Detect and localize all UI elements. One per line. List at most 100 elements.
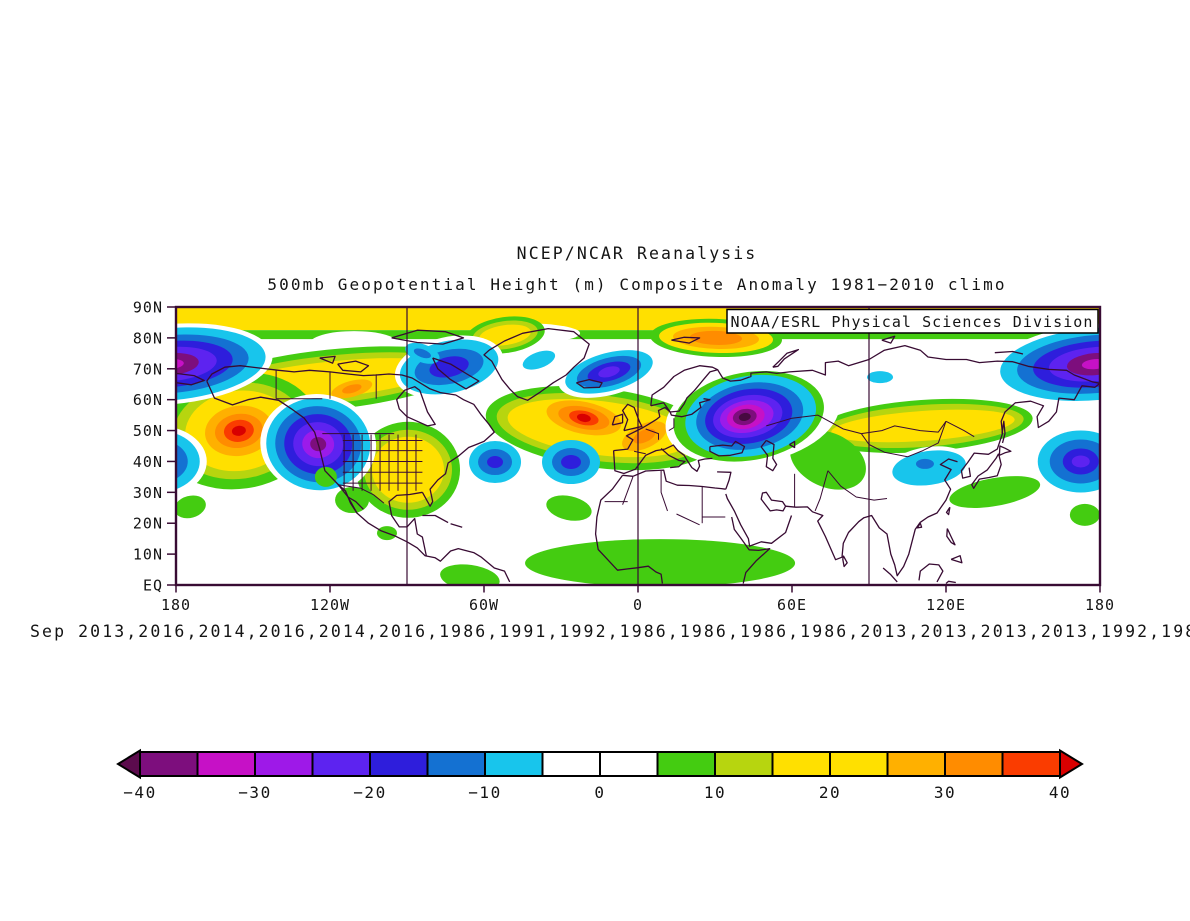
ne-atlantic-positive-core — [546, 400, 622, 436]
lon-tick-label: 120E — [926, 596, 966, 614]
coastline — [785, 458, 958, 577]
coastline — [594, 474, 664, 584]
lat-tick-label: 20N — [133, 515, 163, 533]
coastline — [960, 382, 1100, 479]
lon-tick-label: 120W — [310, 596, 350, 614]
colorbar-segment — [426, 751, 486, 777]
colorbar-tick-label: 30 — [934, 783, 956, 802]
dateline-arctic-negative-wrap-ring — [176, 346, 217, 382]
coastline — [882, 567, 898, 583]
coastline — [731, 516, 771, 584]
mid-atlantic-negative-west — [469, 441, 522, 484]
colorbar-tick-label: −20 — [353, 783, 386, 802]
colorbar-segment — [656, 751, 716, 777]
colorbar-tick-label: −30 — [238, 783, 271, 802]
coastline — [918, 563, 944, 583]
coastline — [717, 471, 732, 490]
colorbar-segment — [599, 751, 659, 777]
political-border — [676, 513, 700, 526]
coastline — [760, 439, 778, 472]
gulf-of-alaska-positive-ring — [231, 425, 246, 436]
lat-tick-label: 40N — [133, 453, 163, 471]
mid-atlantic-negative-west-ring — [487, 456, 504, 469]
siberia-cyan-spot — [867, 371, 894, 384]
coastline — [432, 357, 480, 390]
coastline — [613, 398, 711, 452]
lat-tick-label: 80N — [133, 329, 163, 347]
coastline — [1001, 420, 1006, 444]
lon-tick-label: 60W — [469, 596, 499, 614]
coastline — [842, 555, 848, 568]
korea-blue-spot-ring — [915, 458, 934, 469]
political-border — [766, 414, 862, 435]
mid-atlantic-negative-east — [542, 440, 601, 485]
coastline — [789, 440, 796, 449]
nw-canada-orange-spot — [331, 379, 373, 399]
colorbar-segment — [311, 751, 371, 777]
lat-tick-label: 60N — [133, 391, 163, 409]
lat-tick-label: 50N — [133, 422, 163, 440]
korea-blue-spot — [915, 458, 934, 469]
coastline — [998, 445, 1012, 456]
cpac-green-right — [1069, 503, 1100, 526]
coastline — [621, 403, 643, 432]
colorbar-segment — [139, 751, 199, 777]
colorbar: −40 −30 −20 −10 0 10 20 30 40 — [116, 748, 1084, 802]
central-asia-positive-band — [813, 398, 1033, 453]
coastline — [391, 329, 465, 345]
coastline — [945, 506, 951, 516]
colorbar-segment — [484, 751, 544, 777]
coastline — [422, 514, 449, 524]
colorbar-segment — [771, 751, 831, 777]
colorbar-segment — [541, 751, 601, 777]
colorbar-tick-label: 10 — [704, 783, 726, 802]
coastline — [950, 555, 963, 564]
coastline — [946, 528, 956, 546]
greenland-cyan-spot — [522, 350, 556, 370]
nw-pacific-negative-ring — [1071, 455, 1090, 468]
svalbard-positive-ring — [690, 330, 743, 345]
epac-green-2 — [314, 466, 337, 487]
greenland-cyan-spot-ring — [522, 350, 556, 370]
coastline — [945, 580, 956, 584]
dateline-arctic-negative-wrap-ring — [176, 359, 184, 370]
colorbar-tick-label: 40 — [1049, 783, 1071, 802]
political-border — [660, 470, 668, 512]
colorbar-tick-label: −10 — [468, 783, 501, 802]
baffin-bay-positive-ring — [479, 324, 531, 346]
tropical-africa-green — [525, 539, 796, 585]
figure-title: NCEP/NCAR Reanalysis — [517, 244, 758, 263]
lat-tick-label: 90N — [133, 299, 163, 317]
credit-text: NOAA/ESRL Physical Sciences Division — [731, 313, 1094, 331]
coastline — [971, 453, 1002, 489]
coastline — [337, 360, 370, 373]
coastline — [206, 380, 511, 583]
baffin-negative-nw-lobe — [405, 342, 440, 364]
coastline — [319, 355, 336, 364]
lat-tick-label: EQ — [143, 577, 163, 595]
coastline — [881, 335, 896, 344]
dateline-arctic-negative-ring — [1081, 359, 1100, 370]
baffin-negative-ring — [429, 356, 469, 378]
lon-tick-label: 0 — [633, 596, 643, 614]
political-border — [668, 418, 675, 432]
coastline — [611, 413, 624, 426]
political-border — [633, 450, 646, 455]
political-border — [945, 420, 975, 438]
coastline — [671, 336, 701, 344]
colorbar-tick-label: −40 — [123, 783, 156, 802]
coastline — [709, 440, 746, 457]
tropical-africa-green-ring — [525, 539, 796, 585]
central-asia-positive-band-ring — [831, 409, 1015, 443]
mid-atlantic-negative-east-ring — [561, 455, 582, 470]
lon-tick-label: 60E — [777, 596, 807, 614]
colorbar-segment — [944, 751, 1004, 777]
france-positive-core-ring — [633, 428, 656, 444]
coastline — [916, 522, 923, 529]
colorbar-tick-label: 20 — [819, 783, 841, 802]
iceland-negative-ring — [598, 366, 620, 378]
coastline — [388, 491, 427, 556]
coastline — [337, 483, 358, 514]
